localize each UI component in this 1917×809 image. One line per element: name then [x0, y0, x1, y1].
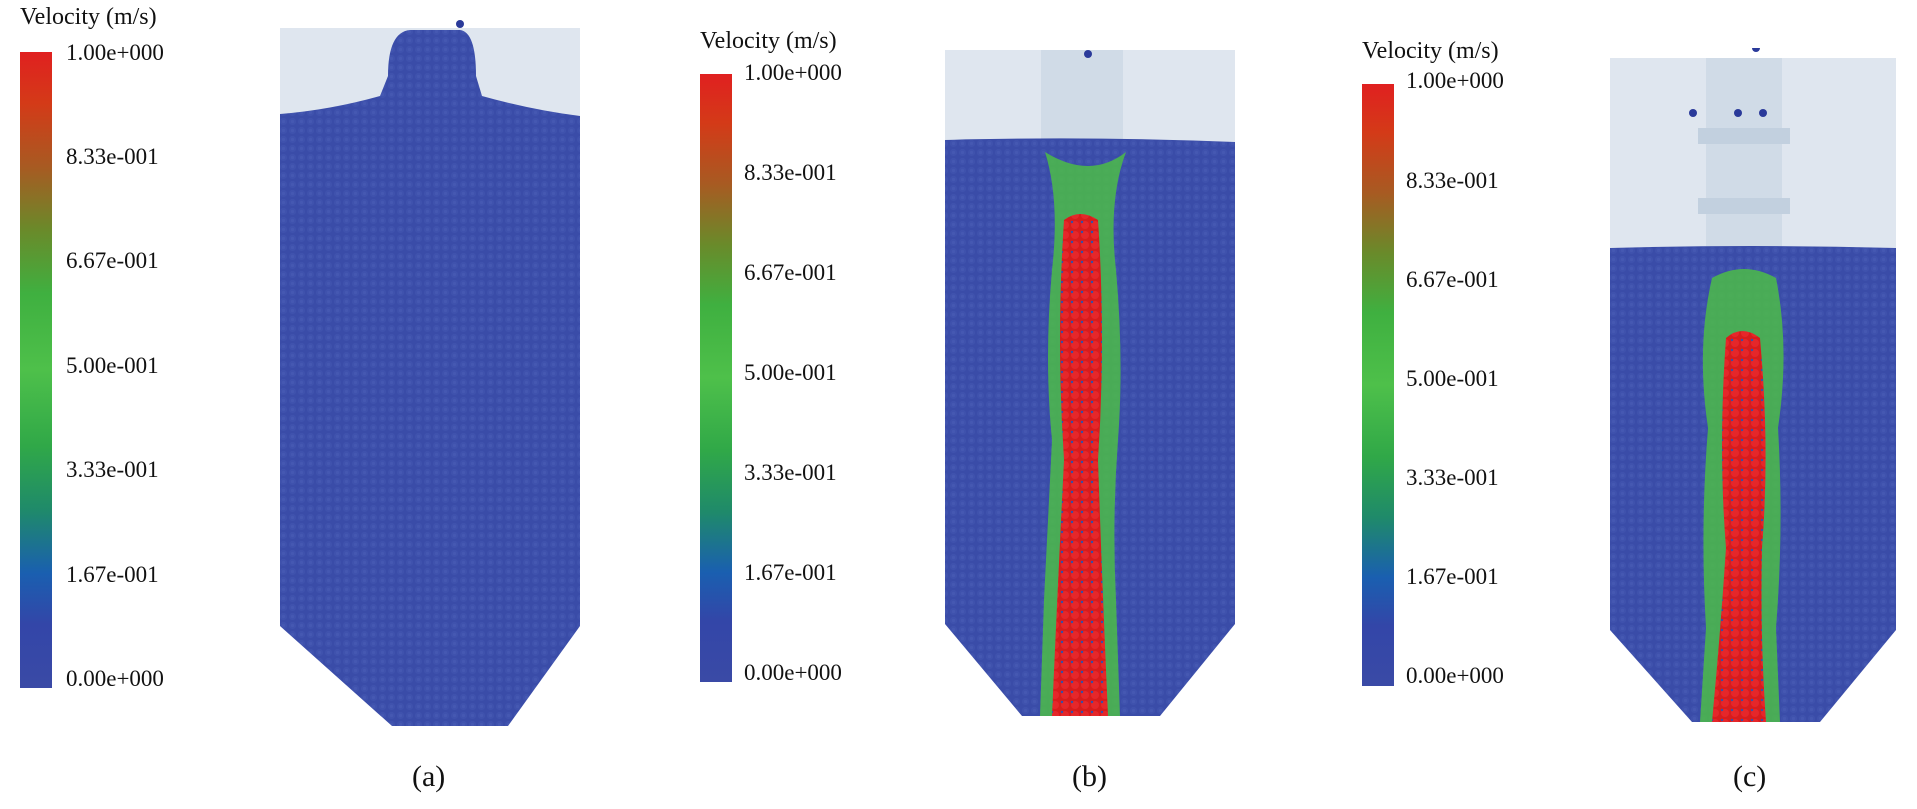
tick-label: 5.00e-001 [744, 360, 837, 385]
particle [1759, 109, 1767, 117]
velocity-colorbar [700, 74, 732, 682]
tick-label: 5.00e-001 [1406, 366, 1499, 391]
silo-simulation-c [1610, 48, 1896, 722]
caption: (b) [1072, 760, 1107, 793]
particle [456, 20, 464, 28]
silo-simulation-b [945, 50, 1235, 716]
granular-bed [280, 30, 580, 726]
tick-label: 5.00e-001 [66, 353, 159, 378]
particle [1084, 50, 1092, 58]
legend-title: Velocity (m/s) [1362, 38, 1499, 64]
tick-label: 1.67e-001 [1406, 564, 1499, 589]
fast-flow-channel [1712, 331, 1766, 722]
tick-label: 6.67e-001 [66, 248, 159, 273]
velocity-colorbar [1362, 84, 1394, 686]
tube-ring [1698, 198, 1790, 214]
velocity-colorbar [20, 52, 52, 688]
tick-label: 0.00e+000 [66, 666, 164, 691]
legend-title: Velocity (m/s) [20, 4, 157, 30]
legend-title: Velocity (m/s) [700, 28, 837, 54]
tick-label: 3.33e-001 [1406, 465, 1499, 490]
tick-label: 3.33e-001 [744, 460, 837, 485]
tick-label: 1.00e+000 [1406, 68, 1504, 93]
tube-ring [1698, 128, 1790, 144]
tick-label: 8.33e-001 [66, 144, 159, 169]
tick-label: 6.67e-001 [1406, 267, 1499, 292]
tick-label: 3.33e-001 [66, 457, 159, 482]
caption: (c) [1733, 760, 1767, 793]
tick-label: 0.00e+000 [1406, 663, 1504, 688]
particle [1752, 48, 1760, 52]
tick-label: 1.67e-001 [66, 562, 159, 587]
tick-label: 0.00e+000 [744, 660, 842, 685]
particle [1734, 109, 1742, 117]
tick-label: 1.00e+000 [744, 60, 842, 85]
caption: (a) [412, 760, 446, 793]
tick-label: 6.67e-001 [744, 260, 837, 285]
fast-flow-channel [1052, 214, 1108, 716]
tick-label: 1.00e+000 [66, 40, 164, 65]
tick-label: 8.33e-001 [1406, 168, 1499, 193]
silo-simulation-a [280, 20, 580, 726]
particle [1689, 109, 1697, 117]
tick-label: 8.33e-001 [744, 160, 837, 185]
tick-label: 1.67e-001 [744, 560, 837, 585]
